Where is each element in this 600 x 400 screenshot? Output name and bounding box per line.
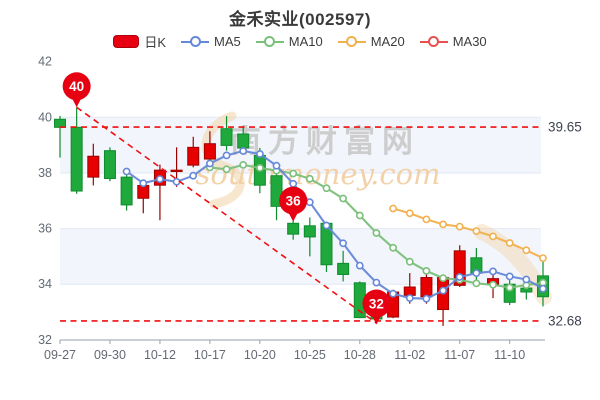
x-tick-label: 09-30 xyxy=(94,348,126,362)
x-tick-label: 10-12 xyxy=(144,348,176,362)
candle xyxy=(203,131,216,162)
ma20-line xyxy=(389,204,547,262)
x-tick-label: 10-28 xyxy=(344,348,376,362)
price-marker-label: 32 xyxy=(369,296,384,311)
reference-lines: 39.65 32.68 xyxy=(60,106,582,328)
candle xyxy=(70,107,83,194)
legend-label: MA20 xyxy=(370,34,405,49)
x-tick-label: 10-17 xyxy=(194,348,226,362)
candle xyxy=(337,250,350,282)
y-axis: 42 40 38 36 34 32 xyxy=(38,55,52,347)
line-circle-icon xyxy=(255,36,284,48)
price-marker-40: 40 xyxy=(62,72,91,108)
candle xyxy=(120,174,133,211)
candle xyxy=(103,147,116,182)
candle xyxy=(220,116,233,151)
legend-label: 日K xyxy=(144,35,167,50)
candle xyxy=(437,275,450,326)
line-circle-icon xyxy=(337,36,366,48)
watermark-text-en: southmoney.com xyxy=(195,157,440,191)
legend-label: MA5 xyxy=(214,34,241,49)
y-tick-label: 32 xyxy=(38,333,52,347)
legend-item-ma20[interactable]: MA20 xyxy=(337,34,405,49)
y-tick-label: 42 xyxy=(38,55,52,69)
x-tick-label: 10-20 xyxy=(244,348,276,362)
x-axis: 09-27 09-30 10-12 10-17 10-20 10-25 10-28 11-02… xyxy=(44,339,545,362)
price-level-label: 39.65 xyxy=(548,120,582,135)
legend-item-日k[interactable]: 日K xyxy=(113,32,166,51)
x-tick-label: 11-07 xyxy=(444,348,475,362)
candle xyxy=(87,143,100,186)
price-marker-36: 36 xyxy=(279,186,308,222)
y-tick-label: 34 xyxy=(38,277,52,291)
watermark-swoosh-icon xyxy=(201,111,245,209)
candle-swatch-icon xyxy=(113,35,140,48)
candle xyxy=(303,217,316,257)
x-tick-label: 11-10 xyxy=(494,348,525,362)
candle xyxy=(187,136,200,168)
price-level-label: 32.68 xyxy=(548,313,582,328)
chart-legend: 日K MA5 MA10 MA20 MA30 xyxy=(0,32,600,51)
x-tick-label: 11-02 xyxy=(394,348,425,362)
price-marker-32: 32 xyxy=(362,289,391,325)
price-marker-label: 40 xyxy=(69,79,84,94)
x-tick-label: 10-25 xyxy=(294,348,326,362)
y-tick-label: 36 xyxy=(38,222,52,236)
legend-item-ma5[interactable]: MA5 xyxy=(181,34,241,49)
line-circle-icon xyxy=(181,36,210,48)
page-title: 金禾实业(002597) xyxy=(228,10,372,29)
candle xyxy=(153,164,166,221)
legend-item-ma30[interactable]: MA30 xyxy=(419,34,487,49)
legend-label: MA30 xyxy=(452,34,487,49)
candle xyxy=(287,220,300,240)
y-tick-label: 38 xyxy=(38,166,52,180)
downtrend-line xyxy=(76,106,377,324)
x-tick-label: 09-27 xyxy=(44,348,76,362)
legend-label: MA10 xyxy=(288,34,323,49)
price-marker-label: 36 xyxy=(286,193,302,208)
ma10-line xyxy=(205,160,547,292)
y-tick-label: 40 xyxy=(38,110,52,124)
legend-item-ma10[interactable]: MA10 xyxy=(255,34,323,49)
line-circle-icon xyxy=(419,36,448,48)
price-markers: 40 36 32 xyxy=(62,72,391,325)
candle xyxy=(270,174,283,221)
